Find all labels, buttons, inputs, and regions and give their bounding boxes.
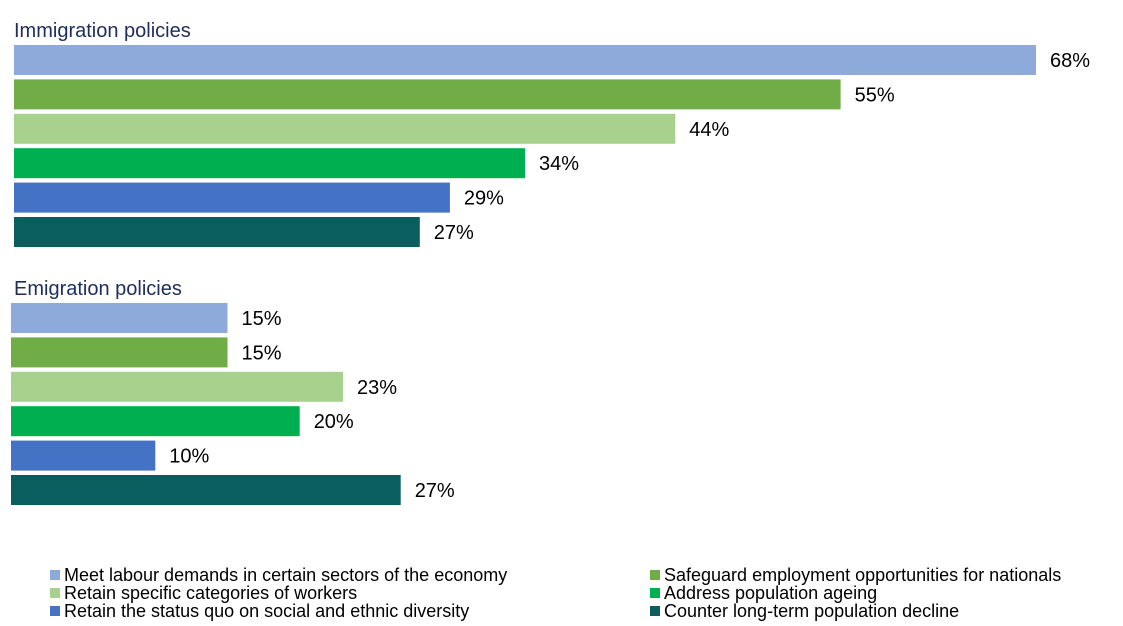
bar-value-label: 23% [357, 377, 397, 399]
bar-value-label: 15% [242, 308, 282, 330]
legend-swatch [650, 570, 660, 580]
legend-swatch [650, 588, 660, 598]
legend-item: Address population ageing [650, 584, 877, 602]
legend-swatch [50, 588, 60, 598]
bar-value-label: 68% [1050, 50, 1090, 72]
legend-item: Counter long-term population decline [650, 602, 959, 620]
legend-item: Retain the status quo on social and ethn… [50, 602, 469, 620]
bar-value-label: 27% [434, 222, 474, 244]
legend: Meet labour demands in certain sectors o… [50, 566, 1123, 626]
bar [11, 475, 401, 505]
bar-value-label: 15% [242, 342, 282, 364]
bar-value-label: 27% [415, 480, 455, 502]
bar [14, 182, 450, 213]
legend-item: Safeguard employment opportunities for n… [650, 566, 1061, 584]
legend-label: Counter long-term population decline [664, 601, 960, 621]
legend-item: Meet labour demands in certain sectors o… [50, 566, 507, 584]
bar [11, 440, 156, 471]
bar [14, 148, 525, 179]
immigration-panel-title: Immigration policies [14, 20, 191, 42]
legend-label: Safeguard employment opportunities for n… [664, 565, 1062, 585]
bar-value-label: 44% [689, 119, 729, 141]
emigration-bars: 15% 15% 23%20% 10% 27% [11, 303, 455, 505]
bar-value-label: 55% [855, 84, 895, 106]
bar [14, 113, 676, 144]
bar [14, 45, 1036, 75]
bar [11, 406, 300, 437]
bar-value-label: 20% [314, 411, 354, 433]
bar [14, 79, 841, 110]
legend-label: Address population ageing [664, 583, 878, 603]
bar [11, 337, 228, 368]
legend-label: Retain specific categories of workers [64, 583, 358, 603]
legend-swatch [50, 606, 60, 616]
bar [11, 371, 343, 402]
bar-value-label: 10% [169, 446, 209, 468]
immigration-bars: 68% 55% 44% 34% 29% 27% [14, 45, 1090, 247]
policy-bar-chart: Immigration policies 68%55%44%34%29%27% … [11, 20, 1090, 505]
bar-value-label: 34% [539, 153, 579, 175]
bar-value-label: 29% [464, 188, 504, 210]
legend-swatch [650, 606, 660, 616]
legend-label: Meet labour demands in certain sectors o… [64, 565, 508, 585]
emigration-panel-title: Emigration policies [14, 278, 182, 300]
bar [14, 217, 420, 247]
legend-swatch [50, 570, 60, 580]
legend-item: Retain specific categories of workers [50, 584, 357, 602]
legend-label: Retain the status quo on social and ethn… [64, 601, 470, 621]
bar [11, 303, 228, 333]
